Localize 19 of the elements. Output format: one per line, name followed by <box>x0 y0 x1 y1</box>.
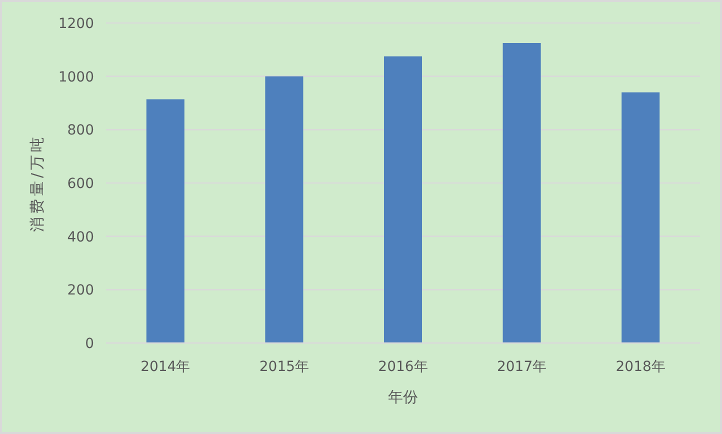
bar <box>502 43 541 343</box>
bar <box>265 76 304 343</box>
y-tick-label: 200 <box>67 282 94 299</box>
x-tick-label: 2017年 <box>496 359 547 375</box>
x-tick-label: 2015年 <box>259 359 310 375</box>
y-tick-label: 800 <box>67 122 94 139</box>
x-tick-label: 2014年 <box>140 359 190 375</box>
y-tick-label: 0 <box>85 336 94 352</box>
y-tick-label: 1000 <box>58 69 94 86</box>
y-tick-label: 400 <box>67 229 94 246</box>
bar <box>622 92 660 343</box>
y-axis-title: 消费量/万吨 <box>28 134 46 232</box>
y-tick-label: 600 <box>67 176 94 192</box>
bar <box>146 99 184 343</box>
x-tick-label: 2016年 <box>378 359 428 375</box>
x-tick-label: 2018年 <box>616 359 666 375</box>
x-axis-title: 年份 <box>388 388 418 406</box>
y-tick-label: 1200 <box>58 16 94 32</box>
bar <box>384 56 422 343</box>
